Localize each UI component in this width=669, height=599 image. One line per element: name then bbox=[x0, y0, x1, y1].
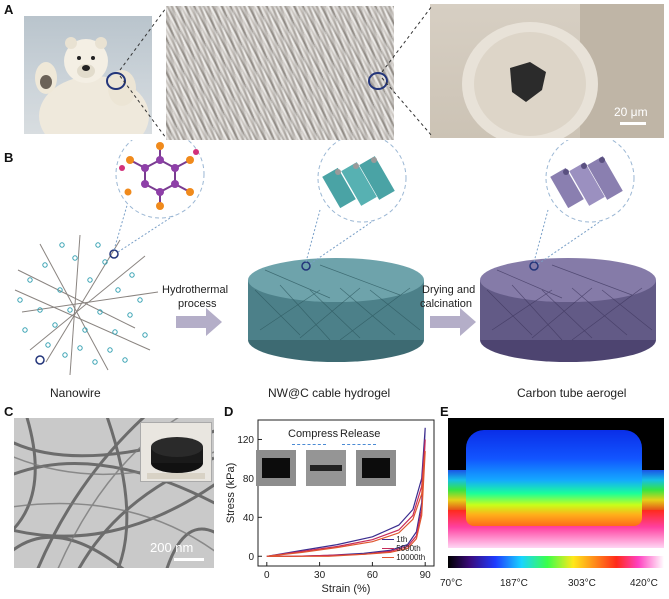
scale-bar-label-a: 20 μm bbox=[614, 105, 648, 119]
x-axis-label: Strain (%) bbox=[322, 583, 371, 595]
y-tick-label: 80 bbox=[243, 474, 255, 485]
stress-strain-chart: 0 30 60 90 0 40 80 120 Strain (%) Stress (kPa) bbox=[225, 419, 435, 595]
inset-photo-1 bbox=[256, 450, 296, 486]
compress-arrow bbox=[292, 444, 326, 445]
x-tick-label: 0 bbox=[264, 570, 270, 581]
polar-bear-photo bbox=[24, 16, 152, 134]
fur-closeup-photo bbox=[166, 6, 394, 140]
bear-fur-circle bbox=[106, 72, 126, 90]
compress-label: Compress bbox=[288, 428, 339, 440]
panel-b-letter: B bbox=[4, 150, 14, 165]
release-arrow bbox=[342, 444, 376, 445]
panel-d-letter: D bbox=[224, 404, 234, 419]
legend-item-1: 1th bbox=[382, 535, 425, 544]
thermal-sample bbox=[466, 430, 642, 526]
plot-frame bbox=[257, 419, 435, 567]
inset-photo-2 bbox=[306, 450, 346, 486]
panel-c-letter: C bbox=[4, 404, 14, 419]
arrow1-label-line1: Hydrothermal bbox=[162, 284, 229, 296]
label-carbon-tube-aerogel: Carbon tube aerogel bbox=[517, 386, 627, 400]
inset-photo-3 bbox=[356, 450, 396, 486]
arrow2-label-line2: calcination bbox=[420, 298, 472, 310]
tem-image: 200 nm bbox=[14, 418, 214, 568]
thermal-image bbox=[448, 418, 664, 548]
release-label: Release bbox=[340, 428, 381, 440]
hysteresis-curve-3 bbox=[266, 451, 426, 557]
panel-a-zoom-lines bbox=[119, 5, 433, 139]
hollow-hair-sem-photo: 20 μm bbox=[430, 4, 664, 138]
legend-item-3: 10000th bbox=[382, 553, 425, 562]
label-nwc-cable-hydrogel: NW@C cable hydrogel bbox=[268, 386, 391, 400]
scale-bar-line-c bbox=[174, 558, 204, 561]
y-tick-label: 0 bbox=[248, 552, 254, 563]
arrow2-label-line1: Drying and bbox=[422, 284, 476, 296]
panel-a-letter: A bbox=[4, 2, 14, 17]
y-tick-label: 40 bbox=[243, 513, 255, 524]
panel-b-schematic bbox=[14, 140, 656, 376]
temp-label-187: 187°C bbox=[500, 578, 528, 589]
x-tick-label: 60 bbox=[367, 570, 379, 581]
legend-item-2: 5000th bbox=[382, 544, 425, 553]
y-axis-label: Stress (kPa) bbox=[225, 463, 237, 524]
temp-label-420: 420°C bbox=[630, 578, 658, 589]
pellet-inset-photo bbox=[140, 422, 212, 482]
fur-hair-circle bbox=[368, 72, 388, 90]
x-tick-label: 30 bbox=[314, 570, 326, 581]
panel-e-letter: E bbox=[440, 404, 449, 419]
scale-bar-line bbox=[620, 122, 646, 125]
temp-label-303: 303°C bbox=[568, 578, 596, 589]
x-tick-label: 90 bbox=[420, 570, 432, 581]
y-tick-label: 120 bbox=[237, 435, 254, 446]
label-nanowire: Nanowire bbox=[50, 386, 101, 400]
scale-bar-label-c: 200 nm bbox=[150, 540, 194, 555]
chart-legend: 1th 5000th 10000th bbox=[382, 535, 425, 562]
arrow1-label-line2: process bbox=[178, 298, 217, 310]
temp-label-70: 70°C bbox=[440, 578, 463, 589]
temperature-scale-bar bbox=[448, 556, 664, 568]
